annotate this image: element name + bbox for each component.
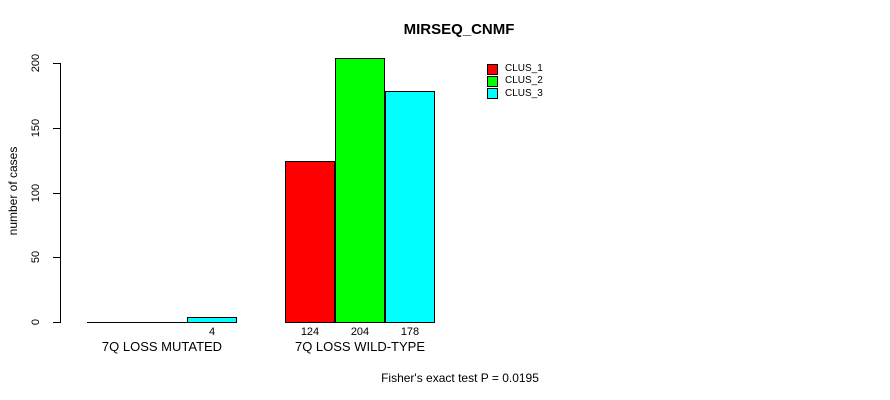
bar-clus_1-group2: [285, 161, 335, 323]
legend-swatch-clus_2: [487, 75, 498, 87]
legend-label: CLUS_1: [505, 63, 543, 74]
y-axis-line: [60, 63, 61, 323]
stat-annotation: Fisher's exact test P = 0.0195: [381, 371, 539, 385]
y-axis-tick: [53, 192, 60, 194]
y-axis-tick-label: 50: [30, 251, 42, 264]
y-axis-tick: [53, 322, 60, 323]
bar-clus_3-group2: [385, 91, 435, 323]
legend-label: CLUS_2: [505, 75, 543, 87]
bar-value-label: 178: [400, 326, 420, 338]
legend-item: CLUS_3: [487, 88, 543, 100]
y-axis-tick: [53, 127, 60, 129]
y-axis-tick-label: 0: [30, 318, 42, 326]
y-axis-tick: [53, 257, 60, 259]
legend-item: CLUS_1: [487, 63, 543, 75]
x-category-label: 7Q LOSS WILD-TYPE: [294, 339, 426, 354]
x-category-label: 7Q LOSS MUTATED: [101, 339, 223, 354]
y-axis-tick: [53, 63, 60, 64]
bar-value-label: 124: [300, 326, 320, 338]
bar-clus_2-group2: [335, 57, 385, 323]
bar-value-label: 4: [208, 326, 216, 338]
legend-label: CLUS_3: [505, 87, 543, 99]
bar-value-label: 204: [350, 326, 370, 338]
legend-item: CLUS_2: [487, 75, 543, 87]
y-axis-label-text: number of cases: [6, 146, 20, 236]
bar-clus_3-group1: [187, 316, 237, 323]
y-axis-tick-label: 200: [30, 53, 42, 73]
legend-swatch-clus_3: [487, 88, 498, 100]
y-axis-tick-label: 150: [30, 118, 42, 137]
y-axis-tick-label: 100: [30, 183, 42, 202]
group-baseline: [87, 322, 237, 323]
chart-title: MIRSEQ_CNMF: [403, 21, 515, 38]
legend-swatch-clus_1: [487, 63, 498, 75]
legend: CLUS_1 CLUS_2 CLUS_3: [487, 63, 543, 100]
